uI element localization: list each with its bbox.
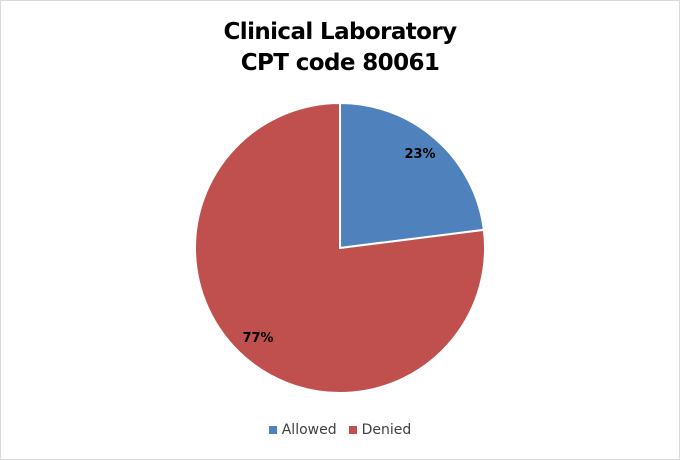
legend-swatch-allowed xyxy=(268,426,277,434)
legend-item-denied: Denied xyxy=(348,422,412,438)
legend-item-allowed: Allowed xyxy=(268,422,337,438)
pie-slice-allowed xyxy=(339,101,485,250)
legend: Allowed Denied xyxy=(0,422,680,438)
chart-title-line-1: Clinical Laboratory xyxy=(223,19,458,45)
legend-label-allowed: Allowed xyxy=(281,422,337,438)
legend-swatch-denied xyxy=(348,426,357,434)
chart-title: Clinical Laboratory CPT code 80061 xyxy=(0,17,680,79)
pie-slice-denied xyxy=(194,101,486,394)
data-label-denied: 77% xyxy=(242,331,273,346)
chart-title-line-2: CPT code 80061 xyxy=(240,50,440,76)
data-label-allowed: 23% xyxy=(404,147,435,162)
legend-label-denied: Denied xyxy=(361,422,412,438)
